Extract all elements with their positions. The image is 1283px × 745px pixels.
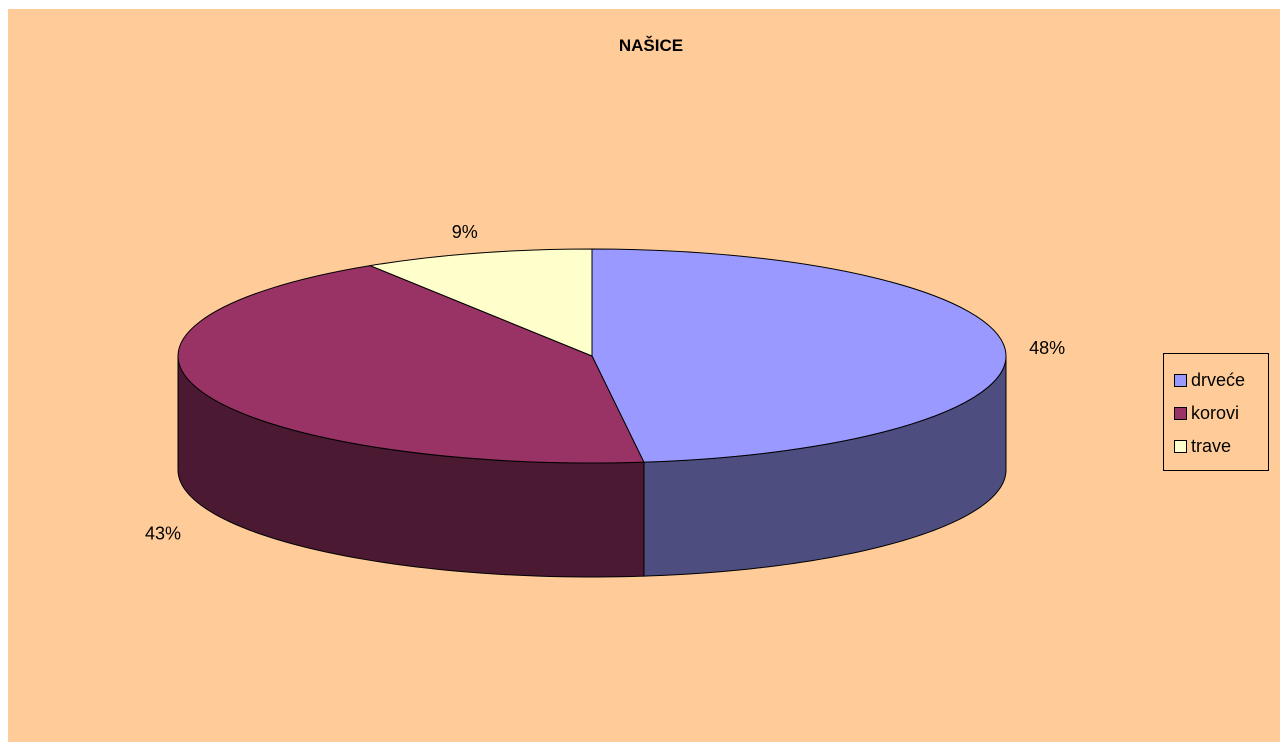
legend: drveće korovi trave bbox=[1163, 353, 1269, 471]
pie-slice-drvece bbox=[591, 248, 1007, 463]
legend-swatch-drvece bbox=[1174, 374, 1187, 387]
pie-slice-trave bbox=[368, 248, 593, 357]
legend-label-drvece: drveće bbox=[1191, 370, 1246, 390]
legend-item-drvece: drveće bbox=[1174, 364, 1268, 397]
legend-label-korovi: korovi bbox=[1191, 403, 1240, 423]
legend-swatch-korovi bbox=[1174, 407, 1187, 420]
chart-title: NAŠICE bbox=[618, 36, 684, 55]
legend-item-korovi: korovi bbox=[1174, 397, 1268, 430]
pie-slice-korovi bbox=[177, 265, 645, 464]
data-label-trave: 9% bbox=[452, 222, 478, 242]
data-label-drvece: 48% bbox=[1029, 338, 1065, 358]
legend-item-trave: trave bbox=[1174, 430, 1268, 463]
legend-label-trave: trave bbox=[1191, 436, 1232, 456]
data-label-korovi: 43% bbox=[145, 524, 181, 544]
legend-swatch-trave bbox=[1174, 440, 1187, 453]
